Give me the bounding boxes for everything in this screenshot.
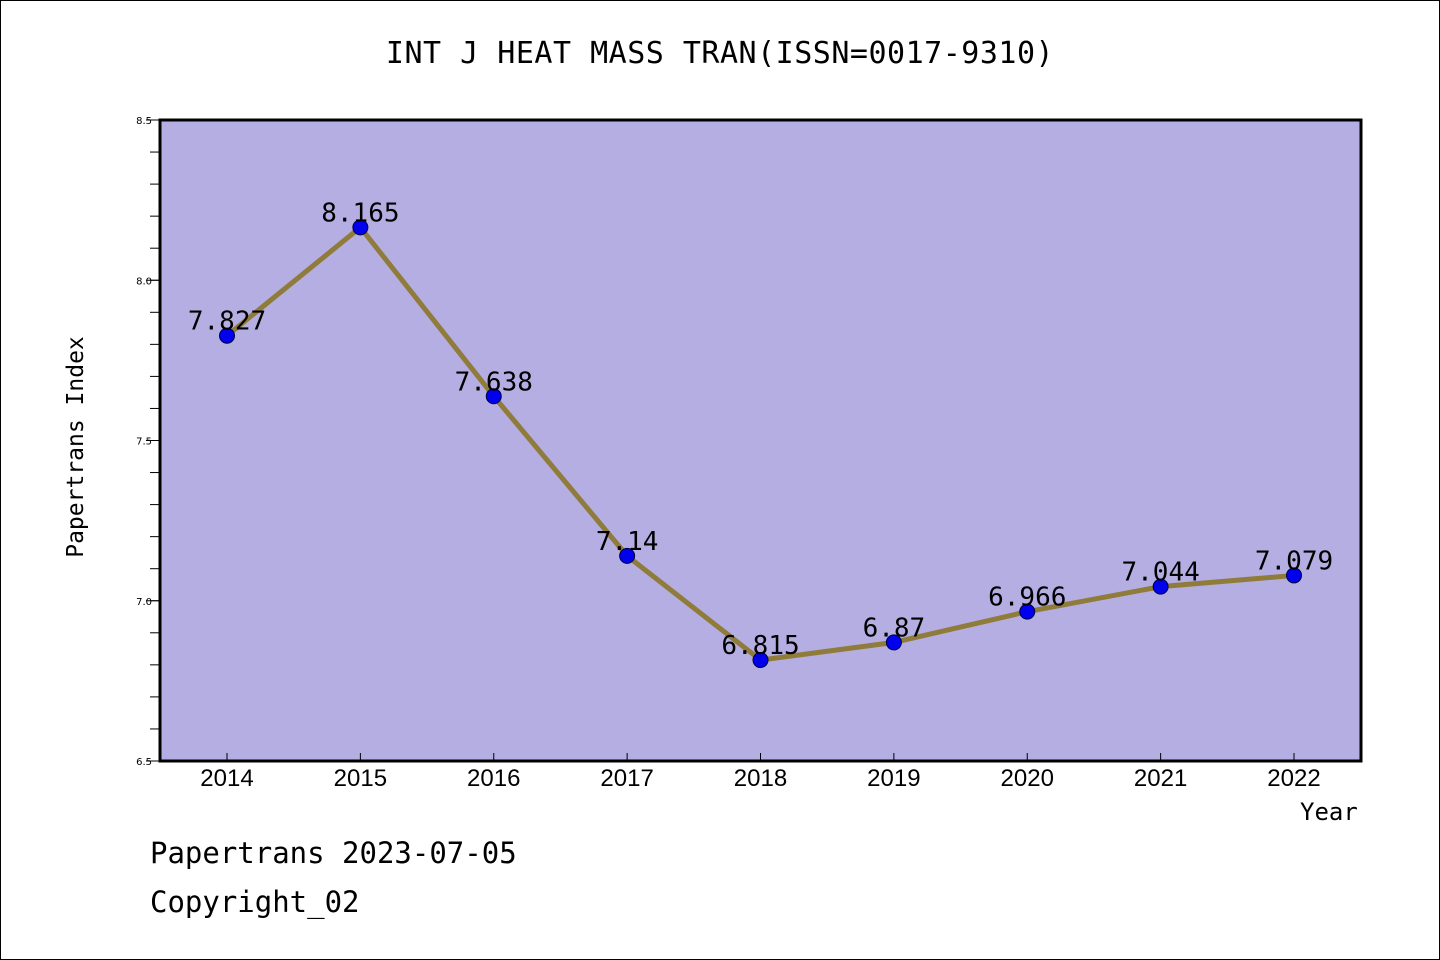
data-point xyxy=(1286,567,1302,584)
data-labels: 7.827 8.165 7.638 7.14 6.815 6.87 6.966 7.044 7.… xyxy=(188,198,1333,661)
data-label: 6.966 xyxy=(988,583,1066,613)
x-tick-label: 2016 xyxy=(467,765,520,792)
x-tick-label: 2014 xyxy=(200,765,253,792)
plot-border xyxy=(158,118,1363,763)
data-label: 7.827 xyxy=(188,307,266,337)
data-label: 6.87 xyxy=(863,613,926,643)
data-point xyxy=(885,634,902,651)
y-tick-label: 7.0 xyxy=(136,597,152,608)
y-tick-label: 7.5 xyxy=(136,437,152,448)
data-point xyxy=(219,327,235,344)
x-tick-label: 2015 xyxy=(334,765,387,792)
x-tick-label: 2020 xyxy=(1001,765,1054,792)
data-point xyxy=(619,547,636,564)
data-label: 7.638 xyxy=(455,367,533,397)
y-tick-label: 8.5 xyxy=(136,116,152,127)
data-label: 7.14 xyxy=(596,527,659,557)
data-label: 6.815 xyxy=(721,631,799,661)
y-tick-label: 8.0 xyxy=(136,276,152,287)
data-point xyxy=(1152,578,1169,595)
data-label: 8.165 xyxy=(321,198,399,228)
data-point xyxy=(752,652,769,669)
x-axis-ticks: 2014 2015 2016 2017 2018 2019 2020 2021 2022 xyxy=(200,753,1321,792)
x-tick-label: 2018 xyxy=(734,765,787,792)
data-point xyxy=(485,388,502,405)
footer-source: Papertrans 2023-07-05 xyxy=(150,836,517,870)
y-axis-ticks: 6.5 7.0 7.5 8.0 8.5 xyxy=(136,116,160,768)
x-tick-label: 2021 xyxy=(1134,765,1187,792)
data-point xyxy=(1019,603,1036,620)
x-tick-label: 2019 xyxy=(867,765,920,792)
x-tick-label: 2022 xyxy=(1267,765,1320,792)
chart-title: INT J HEAT MASS TRAN(ISSN=0017-9310) xyxy=(385,36,1055,71)
footer-copyright: Copyright_02 xyxy=(150,885,360,919)
data-point xyxy=(352,219,369,236)
y-tick-label: 6.5 xyxy=(136,757,152,768)
x-axis-label: Year xyxy=(1300,798,1358,826)
data-points xyxy=(219,219,1302,669)
data-label: 7.079 xyxy=(1255,546,1333,576)
x-tick-label: 2017 xyxy=(600,765,653,792)
data-label: 7.044 xyxy=(1121,558,1199,588)
